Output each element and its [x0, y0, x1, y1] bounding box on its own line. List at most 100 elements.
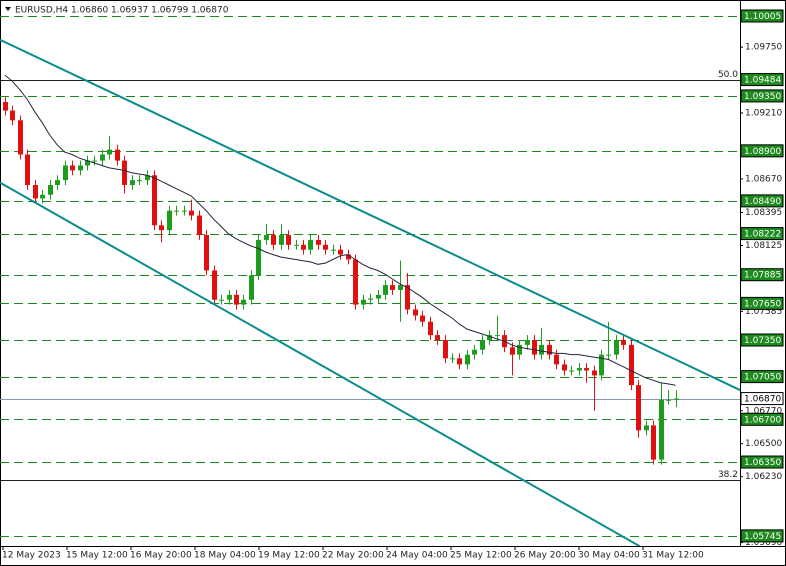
candle-body [204, 235, 209, 271]
candle-body [70, 165, 75, 171]
price-label-box [740, 296, 784, 310]
candle-body [674, 398, 679, 400]
price-label: 1.07650 [744, 299, 781, 309]
price-label-box [740, 412, 784, 426]
candle-body [510, 347, 515, 355]
candle-body [554, 354, 559, 365]
price-label: 1.07050 [744, 373, 781, 383]
y-tick-label: 1.08395 [745, 208, 782, 218]
candle-body [480, 339, 485, 350]
candle-body [592, 370, 597, 376]
candle-body [159, 225, 164, 231]
candle-body [249, 275, 254, 300]
candle-body [174, 210, 179, 212]
candle-body [286, 235, 291, 245]
price-label: 1.07350 [744, 336, 781, 346]
price-label-box [740, 227, 784, 241]
candle-body [152, 175, 157, 226]
candle-body [428, 321, 433, 336]
candle-body [495, 335, 500, 337]
menu-arrow[interactable] [5, 7, 11, 11]
candle-body [197, 215, 202, 236]
candle-body [63, 165, 68, 181]
channel-line [0, 38, 740, 391]
candle-body [659, 399, 664, 460]
price-label: 1.09484 [744, 76, 781, 86]
candle-body [107, 149, 112, 155]
candle-body [621, 339, 626, 345]
price-label: 1.06350 [744, 458, 781, 468]
y-tick-label: 1.05690 [745, 538, 782, 548]
x-tick-label: 19 May 12:00 [258, 551, 320, 561]
candle-body [614, 339, 619, 355]
price-label: 1.09350 [744, 92, 781, 102]
candle-body [413, 309, 418, 316]
price-label-box [740, 333, 784, 347]
candle-body [301, 244, 306, 250]
candle-body [361, 299, 366, 305]
candle-body [145, 175, 150, 181]
candle-body [182, 210, 187, 212]
candle-body [78, 165, 83, 171]
candle-body [271, 235, 276, 245]
x-tick-label: 26 May 20:00 [514, 551, 576, 561]
candle-body [331, 249, 336, 251]
candle-body [383, 285, 388, 295]
candle-body [323, 244, 328, 250]
candle-body [487, 335, 492, 340]
fibo-level: 50.0 [718, 70, 738, 80]
candle-body [227, 294, 232, 300]
candle-body [264, 235, 269, 240]
candle-body [472, 349, 477, 355]
candle-body [122, 160, 127, 186]
price-label: 1.10005 [744, 12, 781, 22]
x-tick-label: 15 May 12:00 [66, 551, 128, 561]
y-tick-label: 1.06230 [745, 472, 782, 482]
candle-body [189, 210, 194, 216]
y-tick-label: 1.08670 [745, 174, 782, 184]
candle-body [547, 344, 552, 355]
candle-body [651, 425, 656, 460]
price-label: 1.06870 [744, 395, 781, 405]
moving-average [4, 74, 676, 386]
candle-body [3, 102, 8, 111]
candle-body [85, 160, 90, 166]
price-label: 1.07885 [744, 271, 781, 281]
candle-body [450, 358, 455, 360]
x-tick-label: 31 May 12:00 [642, 551, 704, 561]
candle-body [25, 154, 30, 186]
candle-body [525, 339, 530, 345]
candle-body [636, 385, 641, 431]
candle-body [100, 154, 105, 161]
candle-body [338, 249, 343, 255]
candle-body [539, 344, 544, 355]
candle-body [390, 285, 395, 290]
price-label: 1.05745 [744, 532, 781, 542]
candle-body [18, 120, 23, 155]
candle-body [353, 259, 358, 305]
candle-body [33, 185, 38, 199]
candle-body [599, 354, 604, 376]
candle-body [629, 344, 634, 386]
candle-body [457, 358, 462, 365]
y-tick-label: 1.09210 [745, 109, 782, 119]
candle-body [137, 180, 142, 182]
price-label: 1.08222 [744, 230, 781, 240]
x-tick-label: 30 May 04:00 [578, 551, 640, 561]
candle-body [308, 239, 313, 250]
candle-body [420, 315, 425, 322]
chart-title: EURUSD,H4 1.06860 1.06937 1.06799 1.0687… [15, 6, 229, 16]
x-tick-label: 18 May 04:00 [194, 551, 256, 561]
channel-line [0, 181, 641, 546]
x-tick-label: 22 May 20:00 [322, 551, 384, 561]
x-tick-label: 16 May 20:00 [130, 551, 192, 561]
candle-body [294, 244, 299, 246]
candle-body [40, 194, 45, 199]
candle-body [279, 235, 284, 245]
candle-body [55, 180, 60, 186]
candle-body [241, 299, 246, 305]
y-tick-label: 1.06770 [745, 406, 782, 416]
candle-body [10, 110, 15, 121]
x-tick-label: 25 May 12:00 [450, 551, 512, 561]
